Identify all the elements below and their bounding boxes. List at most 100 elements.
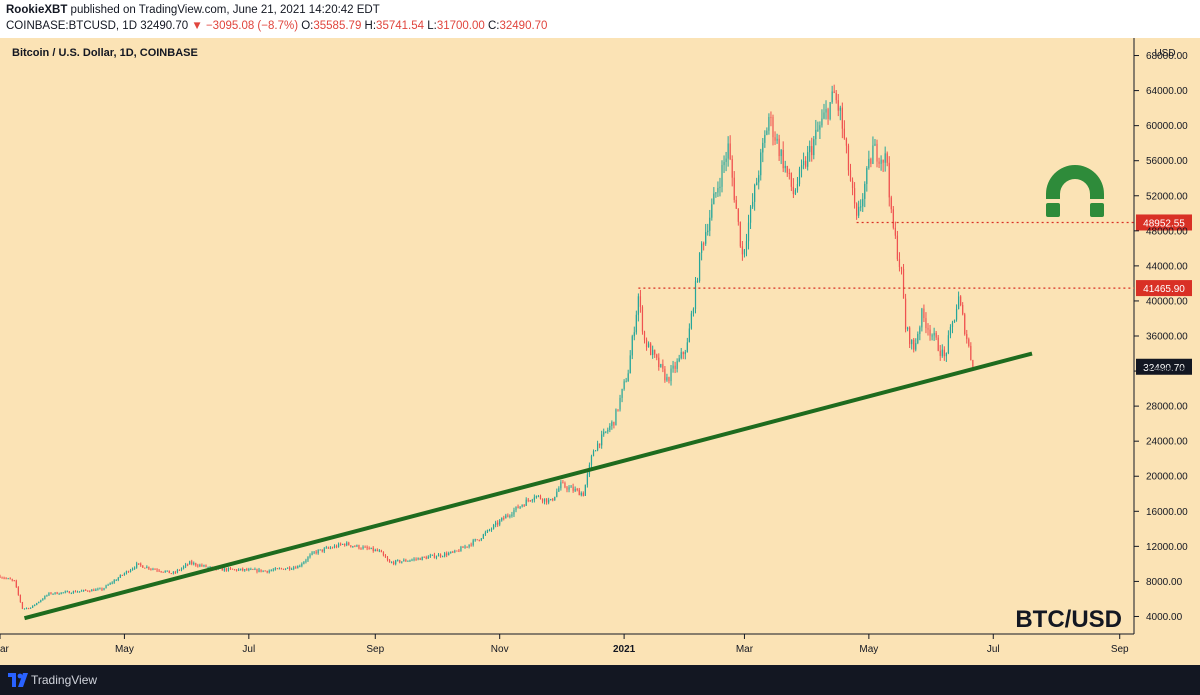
level-price-label: 48952.55 — [1143, 218, 1185, 229]
trendline-group[interactable] — [23, 351, 1033, 621]
candle-body — [458, 550, 460, 552]
candle-body — [244, 569, 246, 571]
candle-body — [962, 305, 964, 315]
candle-body — [448, 553, 450, 556]
candle-body — [78, 591, 81, 593]
tradingview-logo-icon[interactable] — [8, 673, 28, 687]
candle-body — [658, 357, 660, 368]
candle-body — [62, 592, 64, 594]
candle-body — [439, 554, 442, 557]
candle-body — [329, 547, 332, 549]
candle-body — [878, 161, 880, 164]
candle-body — [415, 558, 417, 560]
y-tick-label: 48000.00 — [1146, 226, 1188, 237]
candle-body — [937, 337, 939, 351]
candle-body — [331, 547, 334, 549]
candle-body — [337, 543, 340, 548]
candle-body — [694, 281, 697, 309]
candle-body — [454, 550, 456, 553]
candle-body — [187, 564, 189, 566]
candle-body — [321, 549, 323, 552]
candle-body — [289, 567, 291, 570]
candle-body — [32, 605, 34, 608]
candle-body — [103, 588, 105, 590]
candle-body — [692, 308, 695, 314]
candle-body — [713, 193, 715, 205]
candle-body — [176, 569, 179, 573]
candle-body — [964, 314, 966, 335]
candle-body — [503, 517, 505, 519]
candle-body — [641, 306, 644, 332]
footer-brand[interactable]: TradingView — [31, 673, 98, 687]
candle-body — [127, 571, 130, 573]
plot-background[interactable] — [0, 38, 1134, 634]
candle-body — [768, 117, 770, 131]
horizontal-levels: 48952.55 41465.90 32490.70 — [638, 214, 1192, 375]
candle-body — [764, 134, 766, 143]
time-axis[interactable] — [0, 634, 1200, 665]
ohlc-legend: COINBASE:BTCUSD, 1D 32490.70 ▼ −3095.08 … — [6, 20, 547, 32]
candle-body — [248, 569, 250, 571]
candle-body — [256, 569, 258, 572]
candle-body — [268, 570, 270, 573]
candle-body — [639, 296, 642, 307]
candle-body — [647, 343, 650, 348]
candle-body — [601, 434, 603, 446]
candle-body — [790, 172, 792, 187]
candle-body — [339, 543, 342, 545]
candle-body — [23, 608, 26, 610]
candle-body — [158, 570, 160, 572]
candle-body — [378, 550, 380, 552]
price-axis[interactable] — [1134, 38, 1200, 634]
candle-body — [860, 206, 862, 208]
candle-body — [154, 568, 156, 570]
candle-body — [254, 569, 256, 571]
author-name[interactable]: RookieXBT — [6, 4, 68, 16]
candle-body — [93, 589, 95, 591]
candle-body — [813, 139, 815, 156]
candle-body — [499, 520, 501, 525]
candle-body — [584, 484, 586, 496]
candle-body — [36, 603, 38, 605]
candle-body — [664, 368, 666, 381]
candle-body — [115, 580, 117, 582]
candle-body — [700, 243, 703, 253]
candle-body — [27, 608, 30, 610]
candle-body — [927, 328, 929, 330]
candle-body — [906, 327, 909, 330]
candle-body — [617, 409, 619, 411]
candle-body — [258, 569, 260, 572]
candle-body — [896, 235, 899, 260]
candle-body — [913, 339, 915, 350]
candle-body — [197, 565, 199, 567]
candle-body — [884, 153, 886, 163]
candle-body — [523, 505, 525, 507]
candle-body — [366, 546, 368, 549]
candle-body — [413, 558, 415, 560]
price-chart[interactable]: 48952.55 41465.90 32490.70 4000.00 8000.00 1… — [0, 38, 1200, 665]
candle-body — [203, 565, 205, 567]
candle-body — [533, 497, 535, 500]
candle-body — [951, 322, 954, 327]
candle-body — [462, 546, 464, 548]
footer-bar: TradingView — [0, 665, 1200, 695]
candle-body — [52, 593, 54, 595]
support-trendline[interactable] — [23, 351, 1033, 621]
candle-body — [319, 549, 321, 551]
candle-body — [474, 539, 476, 541]
candle-body — [868, 158, 870, 169]
candle-body — [382, 552, 385, 556]
candle-body — [654, 349, 656, 355]
candle-body — [892, 209, 894, 228]
candle-body — [170, 573, 172, 575]
x-tick-label: Mar — [736, 644, 754, 655]
candle-body — [943, 349, 945, 357]
y-tick-label: 24000.00 — [1146, 437, 1188, 448]
candle-body — [719, 186, 721, 189]
candle-body — [680, 352, 682, 359]
candle-body — [117, 577, 119, 581]
candle-body — [260, 569, 262, 572]
y-tick-label: 4000.00 — [1146, 612, 1183, 623]
candle-body — [425, 557, 427, 559]
candle-body — [737, 208, 739, 222]
